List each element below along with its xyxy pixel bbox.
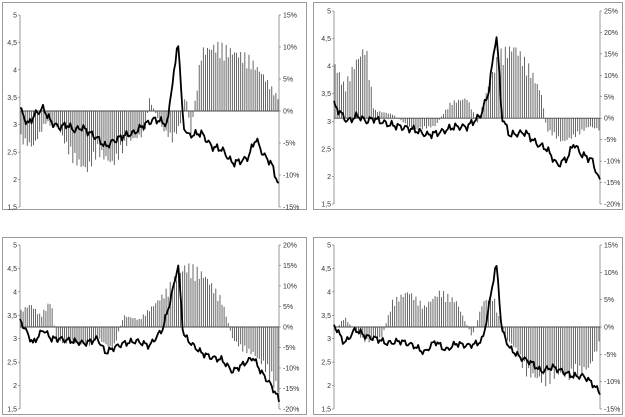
right-axis-tick-label: 5% [283,77,293,84]
left-axis-tick-label: 3 [327,336,331,343]
left-axis-tick-label: 3,5 [7,313,17,320]
left-axis-tick-label: 4,5 [7,40,17,47]
right-axis-tick-label: 5% [604,94,614,101]
left-axis-tick-label: 4 [327,289,331,296]
left-axis-tick-label: 2 [13,177,17,184]
right-axis-tick-label: -10% [283,173,299,180]
right-axis-tick-label: 0% [604,116,614,123]
left-axis-tick-label: 4 [327,64,331,71]
right-axis-tick-label: 5% [604,297,614,304]
line-series [333,265,601,396]
left-axis-tick-label: 1,5 [321,202,331,209]
left-axis-tick-label: 2 [327,383,331,390]
left-axis-tick-label: 4,5 [321,266,331,273]
left-axis-tick-label: 5 [327,9,331,16]
right-axis-tick-label: 10% [283,284,297,291]
right-axis-tick-label: -15% [283,386,299,393]
right-axis-tick-label: 15% [604,243,618,250]
left-axis-tick-label: 5 [13,243,17,250]
chart-svg-bottom-left: 5 4,5 4 3,5 3 2,5 2 1,5 20% 15% 10% 5% 0% -5% -10% -15%… [7,243,299,414]
left-axis-tick-label: 3 [13,122,17,129]
right-axis-tick-label: -15% [604,407,620,414]
right-axis-tick-label: 20% [283,243,297,250]
right-axis-tick-label: -10% [283,366,299,373]
right-axis-tick-label: -20% [604,202,620,209]
left-axis-tick-label: 2,5 [321,146,331,153]
left-axis-tick-label: 4,5 [7,266,17,273]
right-axis-tick-label: -10% [604,159,620,166]
left-axis-tick-label: 3,5 [321,91,331,98]
right-axis-tick-label: -5% [604,352,616,359]
left-axis-tick-label: 4 [13,67,17,74]
chart-svg-bottom-right: 5 4,5 4 3,5 3 2,5 2 1,5 15% 10% 5% 0% -5% -10% -15% [321,243,620,414]
right-axis-tick-label: -15% [604,180,620,187]
left-axis-tick-label: 4 [13,289,17,296]
left-axis-tick-label: 1,5 [7,205,17,212]
right-axis-tick-label: -5% [283,345,295,352]
right-axis-tick-label: 0% [283,325,293,332]
left-axis-tick-label: 2,5 [321,360,331,367]
right-axis-tick-label: 0% [283,109,293,116]
chart-svg-top-left: 5 4,5 4 3,5 3 2,5 2 1,5 15% 10% 5% 0% -5% -10% -15% [7,13,299,212]
right-axis-tick-label: 5% [283,304,293,311]
left-axis-tick-label: 2 [13,383,17,390]
left-axis-tick-label: 3,5 [321,313,331,320]
right-axis-tick-label: 15% [604,51,618,58]
left-axis-tick-label: 3 [13,336,17,343]
right-axis-tick-label: 15% [283,13,297,20]
right-axis-tick-label: -5% [604,137,616,144]
right-axis-tick-label: 25% [604,9,618,16]
right-axis-tick-label: -20% [283,407,299,414]
left-axis-tick-label: 3 [327,119,331,126]
left-axis-tick-label: 3,5 [7,95,17,102]
chart-panel-top-left: 5 4,5 4 3,5 3 2,5 2 1,5 15% 10% 5% 0% -5% -10% -15% [2,2,307,212]
right-axis-tick-label: -10% [604,379,620,386]
left-axis-tick-label: 4,5 [321,36,331,43]
right-axis-tick-label: 10% [283,45,297,52]
right-axis-tick-label: 15% [283,263,297,270]
left-axis-tick-label: 5 [13,13,17,20]
line-series [19,264,280,403]
left-axis-tick-label: 1,5 [321,407,331,414]
chart-panel-bottom-left: 5 4,5 4 3,5 3 2,5 2 1,5 20% 15% 10% 5% 0% -5% -10% -15%… [2,237,307,415]
left-axis-tick-label: 2 [327,174,331,181]
left-axis-tick-label: 1,5 [7,407,17,414]
left-axis-tick-label: 2,5 [7,150,17,157]
right-axis-tick-label: 10% [604,270,618,277]
right-axis-tick-label: 20% [604,30,618,37]
chart-panel-bottom-right: 5 4,5 4 3,5 3 2,5 2 1,5 15% 10% 5% 0% -5% -10% -15% [313,237,623,415]
line-series [19,45,280,184]
chart-svg-top-right: 5 4,5 4 3,5 3 2,5 2 1,5 25% 20% 15% 10% 5% 0% -5% -10% -… [321,9,620,209]
right-axis-tick-label: 10% [604,73,618,80]
left-axis-tick-label: 2,5 [7,360,17,367]
right-axis-tick-label: 0% [604,325,614,332]
right-axis-tick-label: -5% [283,141,295,148]
chart-panel-top-right: 5 4,5 4 3,5 3 2,5 2 1,5 25% 20% 15% 10% 5% 0% -5% -10% -… [313,2,623,210]
line-series [333,36,601,180]
left-axis-tick-label: 5 [327,243,331,250]
right-axis-tick-label: -15% [283,205,299,212]
